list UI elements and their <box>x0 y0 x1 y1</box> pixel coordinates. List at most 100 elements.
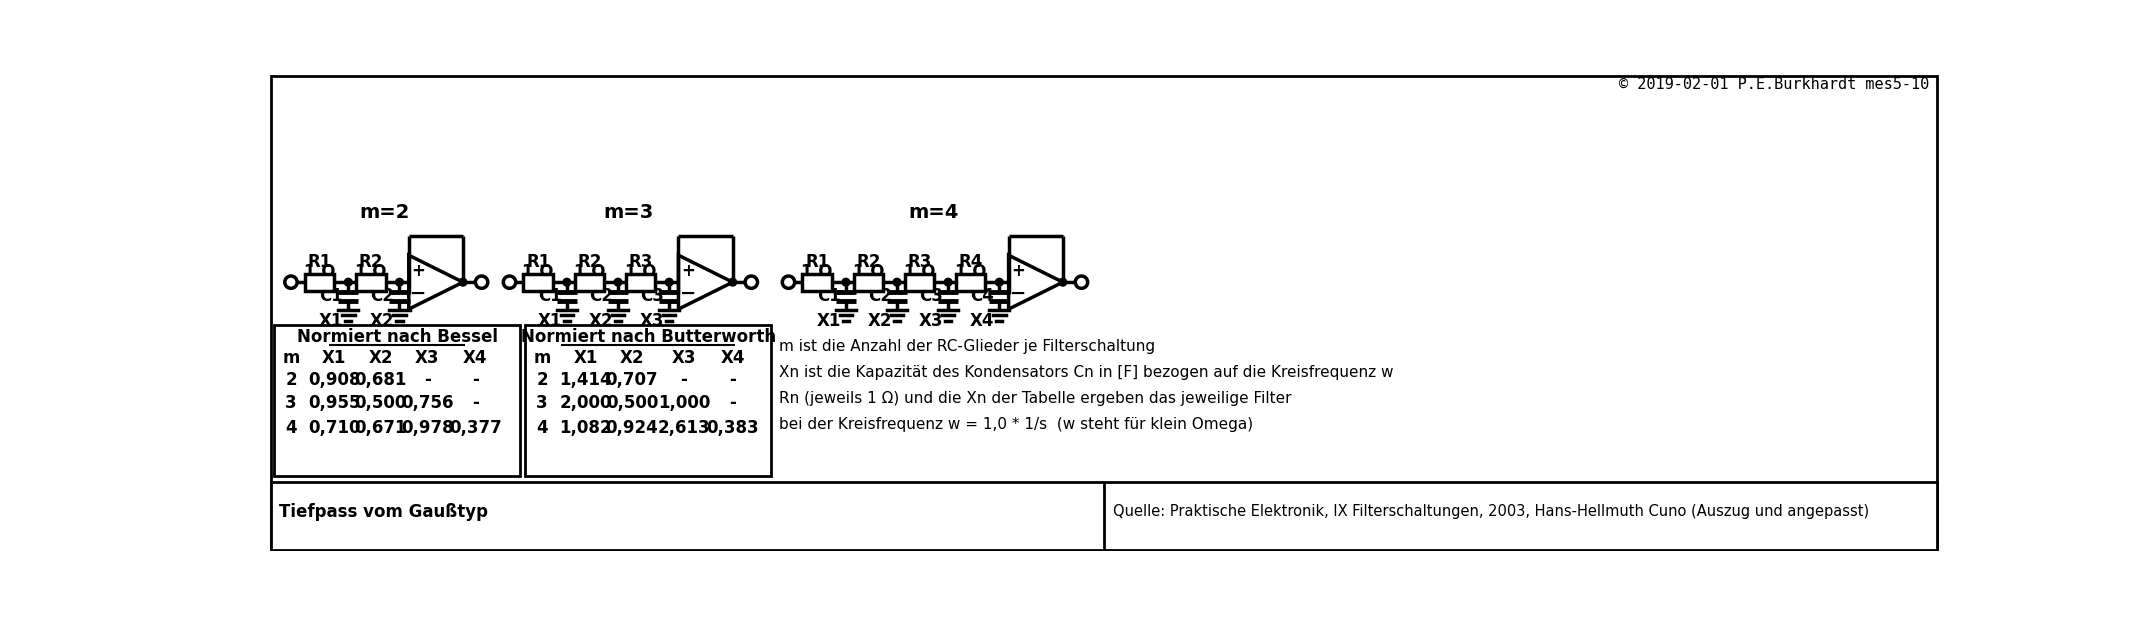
Circle shape <box>995 279 1004 286</box>
Text: 0,383: 0,383 <box>707 420 758 438</box>
Circle shape <box>894 279 900 286</box>
Text: X4: X4 <box>463 349 487 368</box>
Text: 0,756: 0,756 <box>401 394 454 412</box>
Text: X1: X1 <box>816 312 840 330</box>
Text: 0,377: 0,377 <box>448 420 502 438</box>
Text: 1 Ω: 1 Ω <box>905 263 935 281</box>
Circle shape <box>1060 279 1066 286</box>
Text: R3: R3 <box>629 253 653 271</box>
Text: Normiert nach Bessel: Normiert nach Bessel <box>297 328 498 346</box>
Text: 0,710: 0,710 <box>308 420 360 438</box>
Text: C4: C4 <box>969 287 995 305</box>
Text: 3: 3 <box>536 394 547 412</box>
Bar <box>853 274 883 291</box>
Text: C3: C3 <box>640 287 663 305</box>
Text: +: + <box>681 262 696 280</box>
Circle shape <box>1075 276 1088 288</box>
Bar <box>523 274 554 291</box>
Text: R2: R2 <box>577 253 601 271</box>
Text: 1 Ω: 1 Ω <box>304 263 336 281</box>
Text: R2: R2 <box>358 253 383 271</box>
Text: 1 Ω: 1 Ω <box>801 263 834 281</box>
Text: +: + <box>1010 262 1025 280</box>
Circle shape <box>745 276 758 288</box>
Text: X4: X4 <box>969 312 995 330</box>
Text: 3: 3 <box>284 394 297 412</box>
Text: 0,978: 0,978 <box>401 420 454 438</box>
Text: m: m <box>534 349 551 368</box>
Bar <box>271 482 1936 550</box>
Bar <box>355 274 386 291</box>
Text: 2,613: 2,613 <box>657 420 711 438</box>
Text: 0,681: 0,681 <box>355 371 407 389</box>
Text: C1: C1 <box>319 287 342 305</box>
Text: X1: X1 <box>319 312 342 330</box>
Text: 2: 2 <box>284 371 297 389</box>
Circle shape <box>504 276 515 288</box>
Text: −: − <box>1010 284 1025 303</box>
Text: 1,000: 1,000 <box>657 394 711 412</box>
Text: -: - <box>730 394 737 412</box>
Text: bei der Kreisfrequenz w = 1,0 * 1/s  (w steht für klein Omega): bei der Kreisfrequenz w = 1,0 * 1/s (w s… <box>780 417 1254 432</box>
Text: X2: X2 <box>620 349 644 368</box>
Text: C2: C2 <box>868 287 892 305</box>
Circle shape <box>284 276 297 288</box>
Text: X3: X3 <box>640 312 663 330</box>
Text: -: - <box>472 371 478 389</box>
Text: 0,924: 0,924 <box>605 420 659 438</box>
Text: R1: R1 <box>526 253 549 271</box>
Text: -: - <box>424 371 431 389</box>
Circle shape <box>728 279 737 286</box>
Text: m=3: m=3 <box>603 204 655 222</box>
Text: m=4: m=4 <box>909 204 959 222</box>
Text: -: - <box>730 371 737 389</box>
Circle shape <box>943 279 952 286</box>
Text: R4: R4 <box>959 253 982 271</box>
Text: 1 Ω: 1 Ω <box>573 263 605 281</box>
Bar <box>274 324 521 476</box>
Text: X2: X2 <box>370 312 394 330</box>
Text: −: − <box>679 284 696 303</box>
Text: 1 Ω: 1 Ω <box>853 263 883 281</box>
Text: 0,500: 0,500 <box>605 394 659 412</box>
Text: 2: 2 <box>536 371 547 389</box>
Text: X4: X4 <box>719 349 745 368</box>
Bar <box>905 274 935 291</box>
Text: 0,500: 0,500 <box>355 394 407 412</box>
Circle shape <box>562 279 571 286</box>
Text: X3: X3 <box>920 312 943 330</box>
Circle shape <box>396 279 403 286</box>
Text: X2: X2 <box>588 312 614 330</box>
Text: © 2019-02-01 P.E.Burkhardt mes5-10: © 2019-02-01 P.E.Burkhardt mes5-10 <box>1620 77 1930 92</box>
Bar <box>627 274 655 291</box>
Text: 1 Ω: 1 Ω <box>523 263 554 281</box>
Text: 1 Ω: 1 Ω <box>355 263 386 281</box>
Bar <box>803 274 831 291</box>
Text: Tiefpass vom Gaußtyp: Tiefpass vom Gaußtyp <box>278 503 487 521</box>
Text: 4: 4 <box>284 420 297 438</box>
Text: m: m <box>282 349 299 368</box>
Text: R2: R2 <box>855 253 881 271</box>
Bar <box>526 324 771 476</box>
Text: R3: R3 <box>907 253 933 271</box>
Text: 4: 4 <box>536 420 547 438</box>
Text: -: - <box>472 394 478 412</box>
Bar <box>575 274 603 291</box>
Text: X1: X1 <box>538 312 562 330</box>
Text: Rn (jeweils 1 Ω) und die Xn der Tabelle ergeben das jeweilige Filter: Rn (jeweils 1 Ω) und die Xn der Tabelle … <box>780 391 1292 406</box>
Text: 0,707: 0,707 <box>605 371 659 389</box>
Text: C1: C1 <box>538 287 562 305</box>
Text: Quelle: Praktische Elektronik, IX Filterschaltungen, 2003, Hans-Hellmuth Cuno (A: Quelle: Praktische Elektronik, IX Filter… <box>1114 504 1870 519</box>
Text: Xn ist die Kapazität des Kondensators Cn in [F] bezogen auf die Kreisfrequenz w: Xn ist die Kapazität des Kondensators Cn… <box>780 365 1394 380</box>
Circle shape <box>782 276 795 288</box>
Text: C2: C2 <box>370 287 394 305</box>
Text: R1: R1 <box>308 253 332 271</box>
Circle shape <box>476 276 487 288</box>
Text: 1,082: 1,082 <box>560 420 612 438</box>
Text: X3: X3 <box>416 349 439 368</box>
Text: 1,414: 1,414 <box>560 371 612 389</box>
Text: X1: X1 <box>323 349 347 368</box>
Bar <box>956 274 984 291</box>
Text: X2: X2 <box>868 312 892 330</box>
Text: m ist die Anzahl der RC-Glieder je Filterschaltung: m ist die Anzahl der RC-Glieder je Filte… <box>780 339 1155 353</box>
